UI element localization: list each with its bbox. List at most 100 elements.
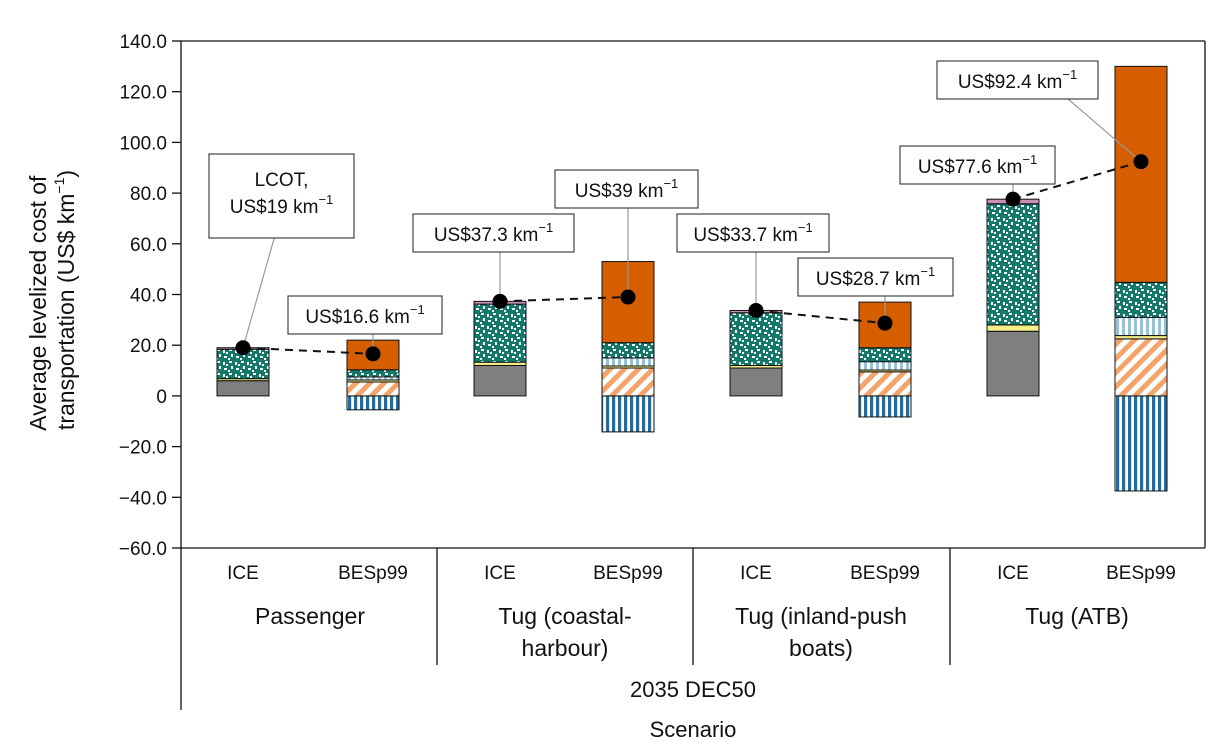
annotation-text: US$28.7 km−1	[816, 264, 935, 290]
lcot-annotation: US$39 km−1	[554, 169, 699, 305]
lcot-point	[620, 289, 636, 305]
category-label: ICE	[227, 563, 259, 584]
bar-segment-dark-blue	[346, 395, 400, 411]
bar-segment-green	[216, 348, 270, 380]
y-axis-label-line1: Average levelized cost of	[25, 175, 51, 431]
annotation-text: US$37.3 km−1	[434, 220, 553, 246]
bar-segment-gray	[729, 367, 783, 397]
bar-segment-hatch-orange	[346, 381, 400, 397]
group-label: Tug (coastal-	[498, 603, 631, 629]
y-axis-label-line2: transportation (US$ km	[53, 194, 79, 430]
lcot-dashed-line	[499, 296, 629, 303]
annotation-text: US$19 km−1	[230, 192, 334, 218]
lcot-point	[1005, 191, 1021, 207]
group-label: Tug (ATB)	[1025, 603, 1129, 629]
annotation-box	[676, 213, 830, 253]
annotations: LCOT,US$19 km−1US$16.6 km−1US$37.3 km−1U…	[208, 60, 1149, 362]
bar	[1114, 65, 1168, 492]
annotation-box	[899, 145, 1056, 185]
lcot-annotation: US$37.3 km−1	[412, 213, 575, 309]
bar-segment-light-blue	[858, 361, 912, 371]
lcot-dashed-line	[755, 309, 886, 325]
bar-segment-green	[1114, 281, 1168, 318]
annotation-box	[287, 295, 443, 335]
y-tick-label: 80.0	[130, 184, 167, 205]
y-tick-label: 120.0	[119, 83, 167, 104]
annotation-text: US$77.6 km−1	[918, 152, 1037, 178]
bar-segment-green	[346, 369, 400, 378]
bar-segment-gray	[986, 330, 1040, 397]
group-label: Passenger	[255, 603, 365, 629]
category-label: BESp99	[593, 563, 663, 584]
annotation-leader	[1067, 98, 1142, 163]
y-axis: 140.0 120.0 100.0 80.0 60.0 40.0 20.0 0 −20.0 −40…	[119, 32, 1206, 560]
bar-segment-gray	[473, 364, 527, 397]
bar	[986, 198, 1040, 397]
bar-segment-dark-blue	[858, 395, 912, 418]
bar-segment-green	[858, 347, 912, 363]
bar-segment-hatch-orange	[858, 371, 912, 397]
annotation-text: US$16.6 km−1	[305, 302, 424, 328]
lcot-point	[1133, 154, 1149, 170]
y-tick-label: −40.0	[119, 488, 167, 509]
category-label: ICE	[484, 563, 516, 584]
bar-segment-dark-blue	[601, 395, 655, 433]
annotation-text: US$39 km−1	[575, 176, 679, 202]
lcot-point	[235, 340, 251, 356]
bar-segment-light-blue	[601, 357, 655, 367]
category-label: BESp99	[850, 563, 920, 584]
bar-segment-green	[473, 303, 527, 363]
bar-segment-dark-blue	[1114, 395, 1168, 492]
bar-segment-green	[986, 203, 1040, 326]
bar-segment-yellow	[986, 324, 1040, 332]
annotation-text: LCOT,	[255, 170, 309, 191]
annotation-box	[554, 169, 699, 209]
annotation-text: US$92.4 km−1	[958, 67, 1077, 93]
bar-segment-hatch-orange	[1114, 338, 1168, 397]
lcot-annotation: US$92.4 km−1	[936, 60, 1149, 170]
bar-segment-gray	[216, 380, 270, 397]
category-label: ICE	[740, 563, 772, 584]
annotation-text: US$33.7 km−1	[693, 220, 812, 246]
lcot-point	[365, 346, 381, 362]
category-label: ICE	[997, 563, 1029, 584]
group-label: harbour)	[522, 635, 609, 661]
group-label: Tug (inland-push	[735, 603, 907, 629]
category-label: BESp99	[1106, 563, 1176, 584]
lcot-annotation: US$28.7 km−1	[797, 257, 954, 331]
lcot-annotation: US$33.7 km−1	[676, 213, 830, 318]
annotation-box	[208, 153, 355, 239]
y-axis-label-sup: −1	[51, 177, 67, 193]
annotation-box	[936, 60, 1099, 100]
y-tick-label: 140.0	[119, 32, 167, 53]
y-axis-label-close: )	[53, 170, 79, 178]
y-tick-label: −60.0	[119, 539, 167, 560]
annotation-box	[412, 213, 575, 253]
scenario-label: 2035 DEC50	[630, 677, 756, 702]
x-axis-label: Scenario	[650, 717, 737, 742]
lcot-point	[877, 315, 893, 331]
annotation-leader	[242, 237, 275, 348]
bar-segment-light-blue	[1114, 316, 1168, 337]
lcot-annotation: LCOT,US$19 km−1	[208, 153, 355, 356]
lcot-point	[748, 302, 764, 318]
bar-segment-orange	[1114, 65, 1168, 283]
bars	[216, 65, 1168, 492]
y-tick-label: 40.0	[130, 286, 167, 307]
y-tick-label: 100.0	[119, 133, 167, 154]
lcot-lines	[242, 160, 1142, 355]
category-label: BESp99	[338, 563, 408, 584]
bar	[729, 309, 783, 397]
x-axis: ICE BESp99 ICE BESp99 ICE BESp99 ICE BESp99 Pass…	[180, 547, 1205, 742]
y-tick-label: 20.0	[130, 336, 167, 357]
group-label: boats)	[789, 635, 853, 661]
y-tick-label: 0	[156, 387, 167, 408]
bar-segment-green	[601, 342, 655, 359]
annotation-box	[797, 257, 954, 297]
y-tick-label: 60.0	[130, 235, 167, 256]
bar-segment-green	[729, 312, 783, 366]
lcot-dashed-line	[242, 346, 374, 355]
lcot-annotation: US$77.6 km−1	[899, 145, 1056, 207]
lcot-annotation: US$16.6 km−1	[287, 295, 443, 362]
